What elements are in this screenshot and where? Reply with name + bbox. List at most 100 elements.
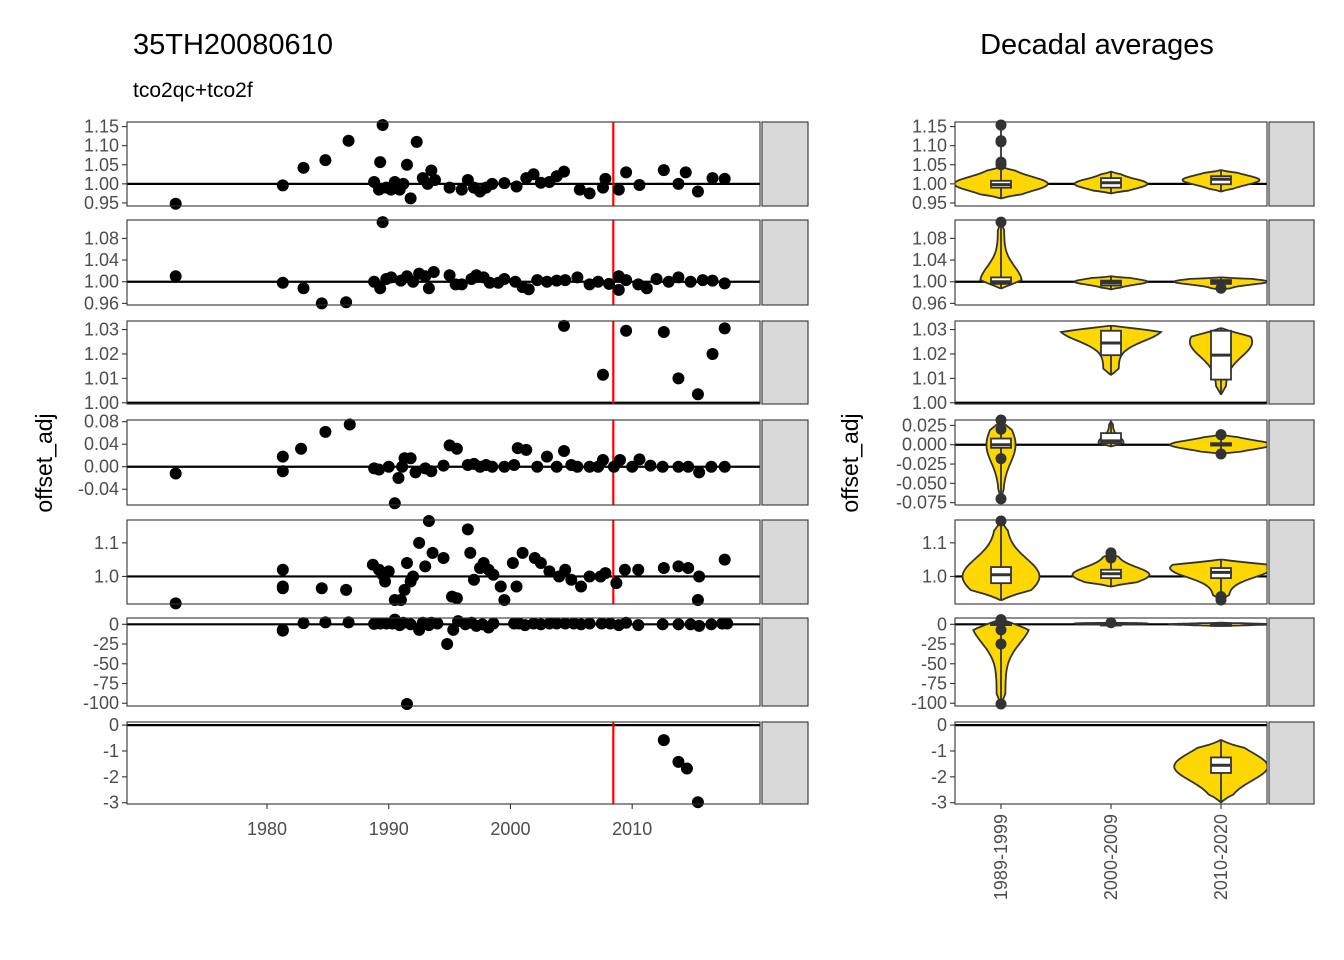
right-phosphate-y-tick-label: 1.03 [912, 320, 947, 340]
panel-plot-area [127, 216, 760, 310]
data-point [706, 274, 719, 287]
data-point [596, 368, 609, 381]
panel-plot-area [127, 515, 760, 610]
data-point [407, 570, 420, 583]
data-point [483, 276, 496, 289]
left-salinity-y-tick-label: 0.08 [84, 412, 119, 432]
left-tco2-y-tick-label: 0 [109, 715, 119, 735]
left-y-axis-label: offset_adj [31, 413, 57, 512]
data-point [498, 273, 511, 286]
left-salinity-y-tick-label: 0.04 [84, 434, 119, 454]
data-point [516, 546, 529, 559]
data-point [428, 174, 441, 187]
right-oxygen-y-tick-label: 1.08 [912, 228, 947, 248]
right-oxygen-strip [1268, 219, 1315, 306]
panel-phosphate: 1.001.011.021.03phosphate [84, 319, 809, 413]
data-point [398, 583, 411, 596]
left-tco2-strip [761, 721, 809, 805]
data-point [397, 177, 410, 190]
data-point [718, 322, 731, 335]
data-point [592, 275, 605, 288]
data-point [486, 177, 499, 190]
left-talk-y-tick-label: 0 [109, 614, 119, 634]
data-point [612, 283, 625, 296]
violin-panel-nitrate: 0.951.001.051.101.15nitrate [912, 117, 1315, 213]
data-point [498, 460, 511, 473]
left-oxygen-y-tick-label: 1.00 [84, 272, 119, 292]
right-y-axis-label: offset_adj [837, 413, 863, 512]
violin-plot-area [955, 325, 1267, 404]
data-point [467, 573, 480, 586]
outlier-point [995, 493, 1007, 505]
data-point [494, 580, 507, 593]
data-point [662, 275, 675, 288]
data-point [679, 166, 692, 179]
violin-2010-2020 [1169, 558, 1267, 601]
left-phosphate-y-tick-label: 1.03 [84, 320, 119, 340]
left-phosphate-strip [761, 320, 809, 405]
data-point [672, 560, 685, 573]
box-iqr [990, 437, 1012, 449]
data-point [550, 617, 563, 630]
data-point [656, 460, 669, 473]
left-salinity-strip [761, 419, 809, 506]
x-tick-label: 1980 [247, 819, 287, 839]
data-point [672, 271, 685, 284]
data-point [409, 466, 422, 479]
data-point [696, 274, 709, 287]
outlier-point [995, 614, 1007, 626]
violin-panel-oxygen: 0.961.001.041.08oxygen [912, 216, 1315, 313]
violin-plot-area [955, 515, 1267, 606]
data-point [342, 616, 355, 629]
panel-nitrate: 0.951.001.051.101.15nitrate [84, 117, 809, 213]
data-point [540, 450, 553, 463]
data-point [520, 443, 533, 456]
data-point [620, 324, 633, 337]
data-point [706, 347, 719, 360]
data-point [599, 172, 612, 185]
data-point [650, 273, 663, 286]
right-salinity-strip [1268, 419, 1315, 506]
left-oxygen-y-tick-label: 1.04 [84, 250, 119, 270]
data-point [559, 563, 572, 576]
data-point [340, 583, 353, 596]
data-point [583, 570, 596, 583]
panel-border [126, 320, 761, 405]
outlier-point [995, 216, 1007, 228]
panel-salinity: -0.040.000.040.08salinity [78, 412, 809, 510]
data-point [342, 134, 355, 147]
right-title: Decadal averages [980, 29, 1214, 61]
data-point [603, 277, 616, 290]
data-point [632, 619, 645, 632]
data-point [640, 282, 653, 295]
panel-border [126, 419, 761, 506]
data-point [443, 269, 456, 282]
data-point [558, 319, 571, 332]
data-point [644, 459, 657, 472]
data-point [376, 119, 389, 132]
right-oxygen-y-tick-label: 0.96 [912, 293, 947, 313]
left-talk-strip [761, 617, 809, 707]
data-point [394, 593, 407, 606]
right-tco2-strip [1268, 721, 1315, 805]
data-point [612, 183, 625, 196]
panel-border [126, 519, 761, 605]
left-talk-y-tick-label: -50 [93, 654, 119, 674]
panel-border [126, 121, 761, 207]
left-silicate-strip [761, 519, 809, 605]
right-tco2-y-tick-label: -3 [931, 793, 947, 813]
data-point [614, 453, 627, 466]
left-phosphate-y-tick-label: 1.02 [84, 344, 119, 364]
data-point [595, 617, 608, 630]
right-phosphate-y-tick-label: 1.02 [912, 344, 947, 364]
panel-plot-area [127, 613, 760, 711]
data-point [419, 560, 432, 573]
data-point [315, 297, 328, 310]
data-point [379, 575, 392, 588]
outlier-point [1215, 282, 1227, 294]
data-point [571, 460, 584, 473]
data-point [672, 372, 685, 385]
right-nitrate-y-tick-label: 1.15 [912, 117, 947, 137]
data-point [392, 471, 405, 484]
